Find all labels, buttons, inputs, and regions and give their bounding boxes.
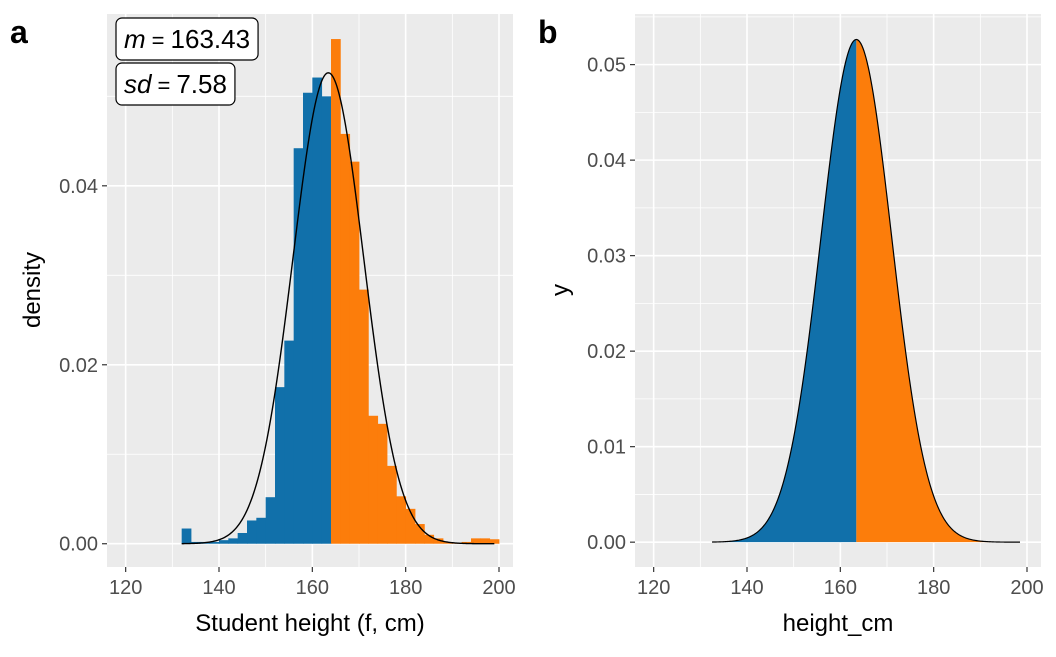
panel-b-y-tick-label: 0.03 [587, 246, 626, 268]
histogram-bar [340, 133, 351, 544]
panel-b-x-tick-label: 180 [917, 577, 950, 599]
histogram-bar [228, 538, 239, 544]
histogram-bar [321, 96, 332, 544]
histogram-bar [209, 541, 220, 544]
histogram-bar [275, 387, 285, 544]
histogram-bar [303, 92, 313, 544]
histogram-bar [415, 524, 425, 544]
histogram-bar [284, 340, 295, 544]
normal-density-curve [181, 72, 495, 545]
panel-b-y-axis-title: y [547, 284, 574, 296]
histogram-bar [368, 415, 379, 544]
panel-b-y-tick-label: 0.01 [587, 437, 626, 459]
panel-a-y-tick-label: 0.02 [59, 355, 98, 377]
area-above-mean [856, 39, 1020, 543]
panel-a-x-tick-label: 180 [389, 577, 422, 599]
histogram-bar [405, 508, 416, 544]
histogram-bar [433, 538, 444, 544]
panel-a-x-tick-label: 160 [296, 577, 329, 599]
density-outline [711, 38, 1021, 543]
area-below-mean [712, 39, 857, 543]
panel-tag-a: a [10, 14, 28, 50]
mean-label-box [115, 17, 259, 61]
panel-b-y-tick-label: 0.05 [587, 55, 626, 77]
panel-a-x-tick-label: 120 [109, 577, 142, 599]
histogram-bar [377, 423, 388, 544]
panel-b-x-tick-label: 140 [730, 577, 763, 599]
panel-a-y-tick-label: 0.04 [59, 176, 98, 198]
panel-b-y-tick-label: 0.04 [587, 150, 626, 172]
histogram-bar [471, 538, 481, 544]
sd-label-box [115, 62, 236, 106]
panel-a-y-tick-label: 0.00 [59, 534, 98, 556]
panel-a-histogram: 120 140 160 180 200 0.00 0.02 0.04 m = 163.43 sd = 7.… [59, 14, 516, 599]
panel-b-x-axis-title: height_cm [783, 610, 894, 637]
panel-b-y-tick-label: 0.00 [587, 532, 626, 554]
histogram-bar [359, 289, 369, 544]
histogram-bar [387, 465, 397, 544]
histogram-bar [312, 77, 323, 544]
panel-tag-b: b [538, 14, 558, 50]
histogram-bar [489, 539, 500, 544]
histogram-bar [181, 528, 192, 544]
panel-a-x-axis-title: Student height (f, cm) [195, 610, 424, 637]
panel-a-x-tick-label: 140 [202, 577, 235, 599]
histogram-bar [424, 534, 435, 544]
histogram-bar [265, 497, 276, 544]
histogram-bar [396, 496, 407, 544]
histogram-bar [349, 161, 360, 544]
histogram-bar [247, 520, 257, 544]
panel-a-y-axis-title: density [19, 252, 46, 328]
panel-b-x-tick-label: 160 [824, 577, 857, 599]
mean-label: m = 163.43 [124, 24, 250, 54]
panel-b-y-tick-label: 0.02 [587, 341, 626, 363]
panel-a-x-tick-label: 200 [482, 577, 515, 599]
histogram-bar [256, 517, 267, 544]
panel-b-x-tick-label: 200 [1010, 577, 1043, 599]
histogram-bar [480, 538, 491, 544]
histogram-bar [293, 148, 304, 544]
histogram-bar [237, 532, 248, 544]
histogram-bar [331, 39, 341, 544]
panel-b-density-area: 120 140 160 180 200 0.00 0.01 0.02 0.03 0.04 0.05 [587, 14, 1044, 599]
panel-b-x-tick-label: 120 [637, 577, 670, 599]
sd-label: sd = 7.58 [124, 69, 227, 99]
histogram-bar [219, 540, 229, 544]
